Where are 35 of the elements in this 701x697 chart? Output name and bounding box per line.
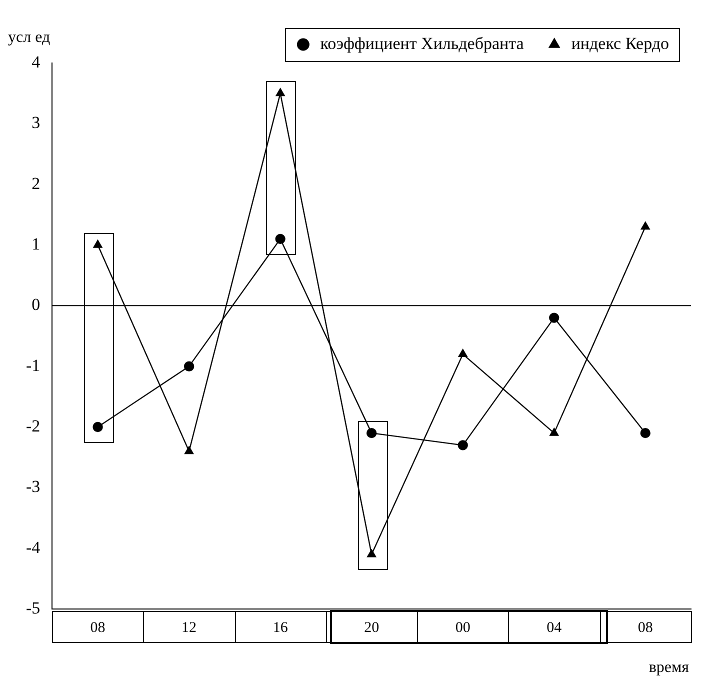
legend-label: коэффициент Хильдебранта bbox=[320, 34, 524, 53]
point bbox=[93, 240, 102, 248]
y-tick-label: 0 bbox=[32, 295, 40, 314]
y-tick-label: -4 bbox=[26, 538, 41, 557]
y-tick-label: -3 bbox=[26, 477, 40, 496]
point bbox=[275, 234, 286, 244]
point bbox=[640, 222, 650, 230]
point bbox=[92, 422, 103, 432]
point bbox=[184, 361, 194, 372]
x-tick-label: 16 bbox=[272, 620, 288, 636]
x-tick-label: 08 bbox=[638, 620, 653, 636]
point bbox=[367, 549, 376, 558]
y-tick-label: 4 bbox=[32, 52, 41, 72]
x-tick-label: 12 bbox=[182, 620, 197, 636]
point bbox=[276, 88, 285, 96]
point bbox=[184, 446, 194, 454]
y-tick-label: 3 bbox=[32, 113, 40, 132]
y-tick-label: -5 bbox=[26, 598, 40, 618]
legend-label: индекс Кердо bbox=[571, 34, 670, 53]
x-tick-label: 04 bbox=[546, 620, 562, 636]
point bbox=[549, 312, 560, 323]
x-tick-label: 00 bbox=[455, 620, 470, 636]
point bbox=[366, 428, 377, 438]
y-tick-label: 1 bbox=[32, 234, 40, 254]
y-tick-label: -1 bbox=[26, 356, 40, 375]
x-tick-label: 20 bbox=[364, 620, 380, 636]
x-tick-label: 08 bbox=[90, 620, 106, 636]
y-tick-label: -2 bbox=[26, 416, 40, 436]
x-axis-title: время bbox=[648, 659, 689, 677]
point bbox=[550, 428, 559, 436]
point bbox=[640, 428, 650, 438]
y-tick-label: 2 bbox=[32, 174, 40, 193]
point bbox=[458, 440, 468, 450]
point bbox=[458, 349, 468, 358]
y-axis-title: усл ед bbox=[8, 29, 50, 47]
